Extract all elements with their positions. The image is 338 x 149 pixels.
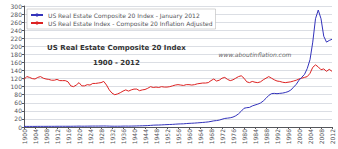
- svg-text:2000: 2000: [296, 129, 303, 144]
- svg-text:40: 40: [14, 107, 22, 114]
- svg-text:240: 240: [11, 27, 23, 34]
- svg-text:1900: 1900: [21, 129, 28, 144]
- svg-text:1952: 1952: [164, 129, 171, 144]
- svg-text:1968: 1968: [208, 129, 215, 144]
- svg-text:US Real Estate Composite 20 In: US Real Estate Composite 20 Index: [47, 44, 186, 52]
- svg-text:280: 280: [11, 11, 23, 18]
- svg-text:0: 0: [18, 123, 22, 131]
- svg-text:1948: 1948: [153, 129, 160, 144]
- svg-text:2008: 2008: [318, 129, 325, 144]
- svg-text:80: 80: [14, 91, 22, 98]
- svg-text:1988: 1988: [263, 129, 270, 144]
- svg-text:1916: 1916: [65, 129, 72, 144]
- svg-text:2012: 2012: [329, 129, 336, 144]
- svg-text:1944: 1944: [142, 129, 149, 144]
- svg-text:300: 300: [11, 3, 23, 10]
- svg-text:1928: 1928: [98, 129, 105, 144]
- svg-text:220: 220: [11, 35, 23, 42]
- svg-text:100: 100: [11, 83, 23, 90]
- svg-text:1956: 1956: [175, 129, 182, 144]
- svg-text:1972: 1972: [219, 129, 226, 144]
- svg-text:160: 160: [11, 59, 23, 66]
- svg-text:1920: 1920: [76, 129, 83, 144]
- svg-text:1900 - 2012: 1900 - 2012: [93, 59, 140, 67]
- svg-text:140: 140: [11, 67, 23, 74]
- svg-text:1936: 1936: [120, 129, 127, 144]
- svg-text:1984: 1984: [252, 129, 259, 144]
- svg-text:180: 180: [11, 51, 23, 58]
- svg-text:1932: 1932: [109, 129, 116, 144]
- svg-text:1992: 1992: [274, 129, 281, 144]
- svg-text:60: 60: [14, 99, 22, 106]
- svg-text:US Real Estate Index - Composi: US Real Estate Index - Composite 20 Infl…: [48, 20, 213, 28]
- svg-text:1996: 1996: [285, 129, 292, 144]
- svg-text:2004: 2004: [307, 129, 314, 144]
- svg-text:1908: 1908: [43, 129, 50, 144]
- svg-text:1960: 1960: [186, 129, 193, 144]
- svg-text:US Real Estate Composite 20 In: US Real Estate Composite 20 Index - Janu…: [48, 12, 200, 20]
- svg-text:1976: 1976: [230, 129, 237, 144]
- svg-text:200: 200: [11, 43, 23, 50]
- svg-text:1912: 1912: [54, 129, 61, 144]
- svg-text:1924: 1924: [87, 129, 94, 144]
- svg-text:1904: 1904: [32, 129, 39, 144]
- svg-text:www.aboutinflation.com: www.aboutinflation.com: [219, 51, 292, 58]
- svg-text:260: 260: [11, 19, 23, 26]
- svg-text:120: 120: [11, 75, 23, 82]
- svg-text:20: 20: [14, 115, 22, 122]
- svg-text:1940: 1940: [131, 129, 138, 144]
- svg-text:1964: 1964: [197, 129, 204, 144]
- svg-text:1980: 1980: [241, 129, 248, 144]
